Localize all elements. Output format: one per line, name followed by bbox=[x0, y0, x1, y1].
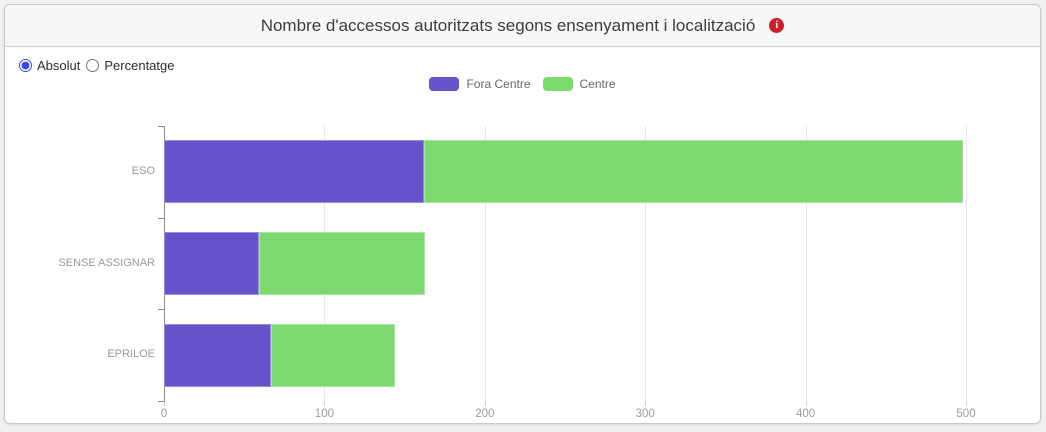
legend-swatch-icon bbox=[542, 77, 573, 91]
x-axis-tick-label: 300 bbox=[635, 408, 655, 420]
chart-title: Nombre d'accessos autoritzats segons ens… bbox=[260, 15, 756, 35]
radio-absolut[interactable]: Absolut bbox=[19, 58, 80, 73]
bar-segment-fora-centre[interactable] bbox=[164, 140, 424, 204]
legend-item-fora-centre[interactable]: Fora Centre bbox=[429, 77, 531, 91]
y-axis-tick bbox=[158, 401, 164, 402]
legend: Fora Centre Centre bbox=[5, 73, 1040, 95]
bar-segment-fora-centre[interactable] bbox=[164, 232, 259, 295]
y-axis-tick bbox=[158, 217, 164, 219]
radio-absolut-input[interactable] bbox=[19, 59, 32, 72]
legend-item-label: Centre bbox=[579, 77, 616, 91]
gridline bbox=[484, 126, 486, 401]
radio-percentatge-input[interactable] bbox=[86, 59, 100, 72]
bar-segment-centre[interactable] bbox=[423, 140, 963, 204]
gridline bbox=[805, 126, 807, 401]
x-axis-tick bbox=[966, 401, 967, 406]
gridline bbox=[645, 126, 647, 401]
chart-card: Nombre d'accessos autoritzats segons ens… bbox=[4, 4, 1041, 424]
bar-segment-centre[interactable] bbox=[271, 323, 395, 387]
legend-item-centre[interactable]: Centre bbox=[542, 77, 616, 91]
x-axis-tick bbox=[164, 401, 165, 406]
legend-swatch-icon bbox=[429, 77, 460, 91]
bar-chart: 0 100 200 300 400 500 ESO SENSE ASSIGNAR EPRILOE bbox=[5, 5, 1040, 423]
x-axis-tick-label: 200 bbox=[475, 408, 495, 420]
bar-segment-centre[interactable] bbox=[258, 232, 426, 295]
mode-controls: Absolut Percentatge bbox=[19, 58, 174, 73]
y-axis-category-label: ESO bbox=[131, 164, 155, 177]
x-axis-tick-label: 400 bbox=[796, 408, 816, 420]
x-axis-tick-label: 500 bbox=[956, 408, 976, 420]
chart-header: Nombre d'accessos autoritzats segons ens… bbox=[5, 5, 1040, 47]
x-axis-tick-label: 0 bbox=[160, 408, 168, 420]
x-axis-tick-label: 100 bbox=[314, 408, 334, 420]
radio-percentatge-label: Percentatge bbox=[104, 58, 175, 73]
y-axis-category-label: EPRILOE bbox=[107, 348, 155, 361]
y-axis-tick bbox=[158, 126, 164, 127]
radio-percentatge[interactable]: Percentatge bbox=[86, 58, 174, 73]
x-axis-tick bbox=[484, 401, 486, 406]
info-icon[interactable]: i bbox=[769, 18, 785, 33]
y-axis-tick bbox=[158, 309, 164, 311]
x-axis-tick bbox=[805, 401, 807, 406]
x-axis-tick bbox=[324, 401, 326, 406]
x-axis-tick bbox=[645, 401, 647, 406]
gridline bbox=[966, 126, 967, 401]
radio-absolut-label: Absolut bbox=[37, 58, 81, 73]
y-axis-category-label: SENSE ASSIGNAR bbox=[58, 256, 155, 269]
legend-item-label: Fora Centre bbox=[466, 77, 531, 91]
bar-segment-fora-centre[interactable] bbox=[164, 323, 272, 387]
